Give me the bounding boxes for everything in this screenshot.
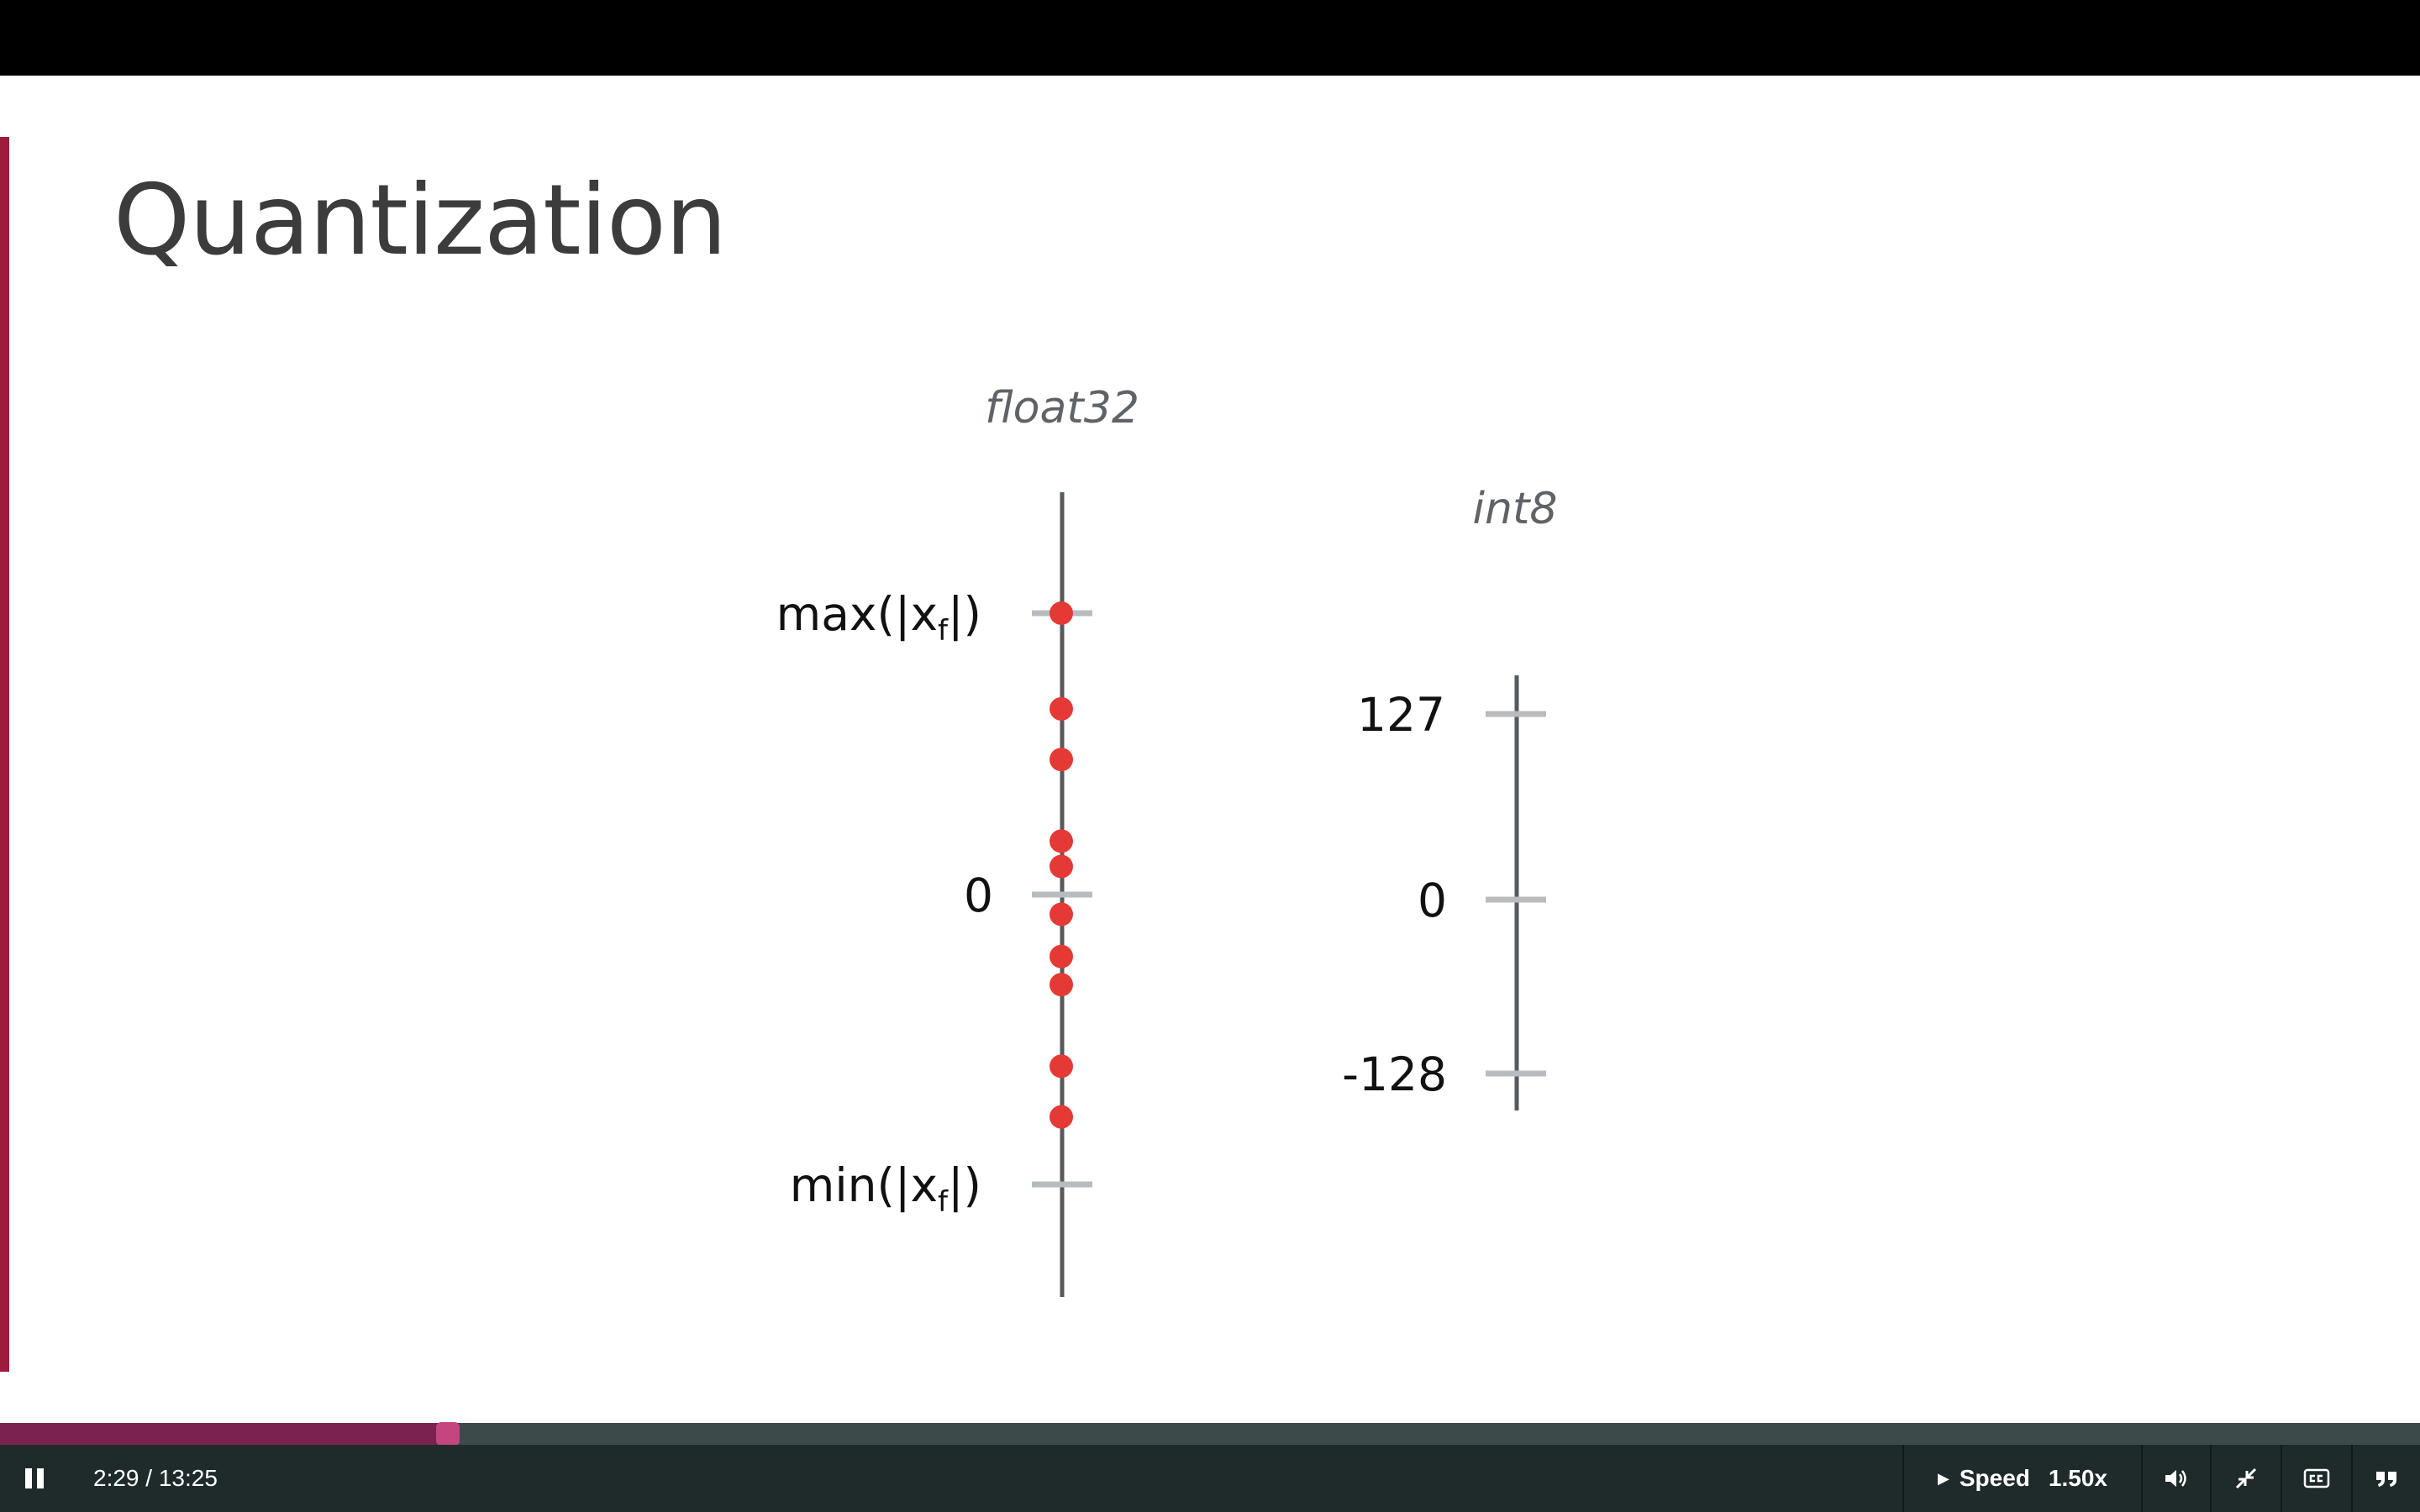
float32-tick-label-max-start: max(|x <box>776 587 938 642</box>
volume-button[interactable] <box>2143 1445 2212 1512</box>
float32-points <box>1050 601 1073 1129</box>
progress-thumb[interactable] <box>435 1422 460 1446</box>
slide-frame: Quantization float32 max(|xf|) 0 min(|xf… <box>0 76 2420 1423</box>
transcript-icon <box>2376 1472 2396 1487</box>
float32-axis-group: float32 max(|xf|) 0 min(|xf|) <box>776 383 1139 1297</box>
volume-icon <box>2165 1470 2186 1487</box>
float32-tick-label-max-end: |) <box>948 587 981 642</box>
float32-point-1 <box>1050 696 1073 721</box>
speed-control[interactable]: ▶ Speed 1.50x <box>1902 1445 2143 1512</box>
pause-button[interactable] <box>8 1445 60 1512</box>
float32-point-8 <box>1050 1054 1073 1079</box>
float32-tick-label-max: max(|xf|) <box>776 587 981 648</box>
slide-title: Quantization <box>113 164 727 277</box>
float32-point-9 <box>1050 1105 1073 1129</box>
float32-tick-label-max-sub: f <box>938 614 949 648</box>
quantization-diagram: float32 max(|xf|) 0 min(|xf|) int8 127 0 <box>776 383 1557 1297</box>
float32-point-6 <box>1050 944 1073 969</box>
float32-point-0 <box>1050 601 1073 625</box>
float32-point-3 <box>1050 829 1073 853</box>
int8-axis-group: int8 127 0 -128 <box>1342 484 1557 1110</box>
closed-captions-icon <box>2303 1468 2330 1488</box>
int8-tick-label-zero: 0 <box>1418 874 1447 927</box>
int8-ticks: 127 0 -128 <box>1342 688 1546 1101</box>
closed-captions-button[interactable] <box>2282 1445 2353 1512</box>
time-display: 2:29 / 13:25 <box>93 1465 218 1491</box>
int8-tick-label-127: 127 <box>1357 688 1445 742</box>
control-bar: 2:29 / 13:25 ▶ Speed 1.50x <box>0 1445 2420 1512</box>
exit-fullscreen-icon <box>2235 1467 2257 1489</box>
speed-value: 1.50x <box>2048 1465 2107 1491</box>
top-black-bar <box>0 0 2420 76</box>
pause-icon <box>23 1468 46 1488</box>
float32-tick-label-min-end: |) <box>948 1158 981 1213</box>
int8-tick-label-minus-128: -128 <box>1342 1047 1447 1101</box>
float32-tick-label-zero: 0 <box>964 869 993 922</box>
progress-bar[interactable] <box>0 1422 2420 1446</box>
float32-point-2 <box>1050 748 1073 772</box>
exit-fullscreen-button[interactable] <box>2212 1445 2282 1512</box>
slide-accent-bar <box>0 137 9 1372</box>
speed-label: Speed <box>1959 1465 2030 1491</box>
int8-axis-title: int8 <box>1473 484 1558 534</box>
float32-point-5 <box>1050 902 1073 927</box>
float32-ticks: max(|xf|) 0 min(|xf|) <box>776 587 1092 1219</box>
transcript-button[interactable] <box>2353 1445 2420 1512</box>
float32-tick-label-min-start: min(|x <box>790 1158 938 1213</box>
float32-tick-label-min: min(|xf|) <box>790 1158 981 1219</box>
video-player-controls: 2:29 / 13:25 ▶ Speed 1.50x <box>0 1422 2420 1512</box>
float32-point-7 <box>1050 973 1073 997</box>
float32-point-4 <box>1050 854 1073 879</box>
caret-right-icon: ▶ <box>1938 1469 1949 1487</box>
float32-tick-label-min-sub: f <box>938 1185 949 1219</box>
float32-axis-title: float32 <box>985 383 1139 433</box>
progress-fill <box>0 1423 448 1445</box>
